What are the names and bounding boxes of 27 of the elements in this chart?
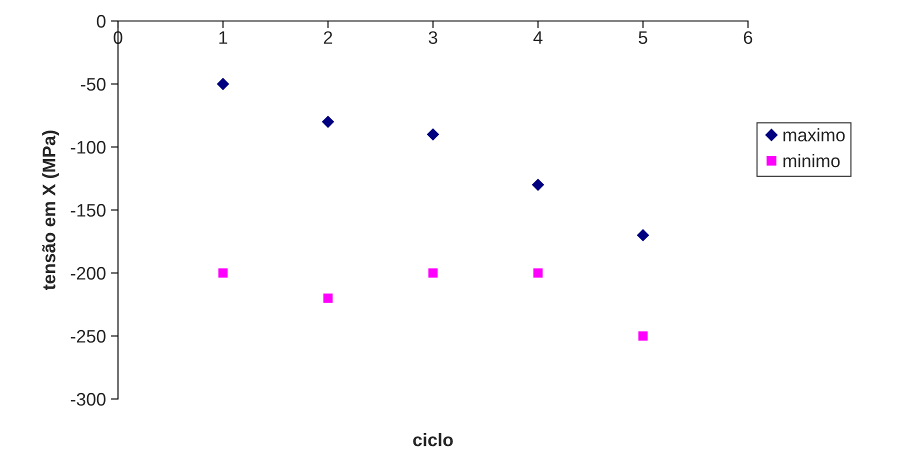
y-tick-label: -250	[70, 330, 106, 343]
point	[533, 268, 543, 278]
legend-label: minimo	[784, 154, 840, 168]
point	[322, 116, 334, 128]
x-tick-label: 6	[744, 31, 752, 44]
y-tick-label: -100	[70, 140, 106, 154]
y-tick-label: -50	[80, 78, 106, 91]
point	[428, 268, 438, 278]
y-axis-title: tensão em X (MPa)	[42, 130, 59, 290]
point	[532, 178, 544, 192]
x-tick-label: 4	[533, 31, 542, 44]
x-tick-label: 5	[638, 31, 648, 44]
point	[218, 268, 228, 278]
point	[638, 331, 648, 341]
y-tick-label: -150	[70, 204, 106, 217]
point	[216, 78, 230, 90]
x-tick-label: 2	[324, 31, 332, 44]
point	[426, 128, 440, 141]
point	[323, 294, 333, 303]
y-tick-label: -300	[70, 392, 106, 406]
point	[636, 228, 650, 242]
y-tick-label: 0	[96, 14, 106, 28]
x-axis-title: ciclo	[413, 433, 453, 446]
legend-label: maximo	[784, 128, 845, 142]
x-tick-label: 3	[428, 31, 438, 44]
y-tick-label: -200	[70, 266, 106, 280]
x-tick-label: 1	[219, 31, 228, 44]
